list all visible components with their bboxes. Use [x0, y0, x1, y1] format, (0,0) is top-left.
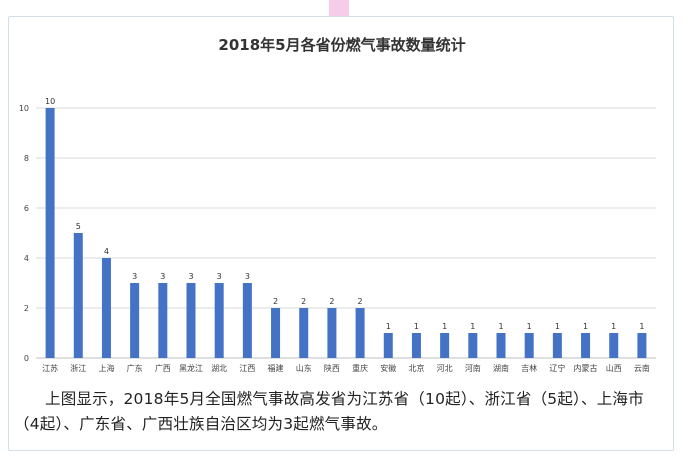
y-tick-label: 10 [19, 104, 29, 113]
bar [327, 308, 337, 358]
x-tick-label: 广东 [127, 363, 143, 373]
bar [242, 283, 252, 358]
data-label: 1 [386, 322, 391, 331]
data-label: 3 [188, 272, 193, 281]
x-tick-label: 福建 [268, 363, 284, 373]
bar [271, 308, 281, 358]
x-tick-label: 江苏 [42, 363, 58, 373]
data-label: 1 [639, 322, 644, 331]
data-label: 3 [160, 272, 165, 281]
data-label: 10 [45, 97, 55, 106]
x-tick-label: 广西 [155, 363, 171, 373]
data-label: 4 [104, 247, 109, 256]
x-tick-label: 河南 [465, 363, 481, 373]
x-axis-ticks: 江苏 浙江 上海 广东 广西 黑龙江 湖北 江西 福建 山东 陕西 重庆 安徽 北京 河北 河南 湖南 吉林 辽宁内… [42, 363, 650, 373]
x-tick-label: 浙江 [70, 363, 86, 373]
data-label: 1 [555, 322, 560, 331]
data-labels: 10 5 4 3 3 3 3 3 2 2 2 2 1 1 1 1 1 1 1 1 1 1 [45, 97, 644, 331]
data-label: 2 [301, 297, 306, 306]
data-label: 1 [498, 322, 503, 331]
data-label: 1 [611, 322, 616, 331]
bar [581, 333, 591, 358]
bar [158, 283, 168, 358]
x-tick-label: 山西 [606, 363, 622, 373]
x-tick-label: 安徽 [380, 363, 396, 373]
y-tick-label: 0 [24, 354, 29, 363]
data-label: 3 [217, 272, 222, 281]
data-label: 1 [442, 322, 447, 331]
bar [130, 283, 140, 358]
x-tick-label: 重庆 [352, 363, 368, 373]
bar [101, 258, 111, 358]
bar [73, 233, 83, 358]
x-tick-label: 河北 [437, 363, 453, 373]
x-tick-label: 上海 [98, 363, 114, 373]
y-tick-label: 2 [24, 304, 29, 313]
bar [609, 333, 619, 358]
x-tick-label: 北京 [408, 363, 424, 373]
y-axis-ticks: 0 2 4 6 8 10 [19, 104, 29, 363]
x-tick-label: 内蒙古 [574, 363, 598, 373]
x-tick-label: 吉林 [521, 363, 537, 373]
chart-title: 2018年5月各省份燃气事故数量统计 [218, 36, 465, 54]
y-tick-label: 6 [24, 204, 29, 213]
data-label: 2 [358, 297, 363, 306]
x-tick-label: 湖北 [211, 364, 227, 373]
data-label: 1 [583, 322, 588, 331]
bar [355, 308, 365, 358]
data-label: 2 [273, 297, 278, 306]
data-label: 3 [245, 272, 250, 281]
bar [299, 308, 309, 358]
x-tick-label: 湖南 [493, 363, 509, 373]
x-tick-label: 陕西 [324, 363, 340, 373]
x-tick-label: 黑龙江 [179, 363, 203, 373]
data-label: 1 [527, 322, 532, 331]
bar [524, 333, 534, 358]
bar [411, 333, 421, 358]
bar [496, 333, 506, 358]
bar [383, 333, 393, 358]
x-tick-label: 辽宁 [549, 363, 565, 373]
data-label: 1 [470, 322, 475, 331]
chart-card [8, 16, 674, 451]
data-label: 3 [132, 272, 137, 281]
bar [45, 108, 55, 358]
x-tick-label: 江西 [239, 364, 255, 373]
bar [468, 333, 478, 358]
bar [214, 283, 224, 358]
gridlines [36, 107, 656, 359]
data-label: 2 [329, 297, 334, 306]
bar [440, 333, 450, 358]
bars [45, 108, 647, 358]
caption-text: 上图显示，2018年5月全国燃气事故高发省为江苏省（10起）、浙江省（5起）、上… [14, 390, 644, 433]
data-label: 5 [76, 222, 81, 231]
x-tick-label: 云南 [634, 363, 650, 373]
y-tick-label: 4 [24, 254, 29, 263]
x-tick-label: 山东 [296, 363, 312, 373]
bar [552, 333, 562, 358]
y-tick-label: 8 [24, 154, 29, 163]
bar [637, 333, 647, 358]
data-label: 1 [414, 322, 419, 331]
bar [186, 283, 196, 358]
